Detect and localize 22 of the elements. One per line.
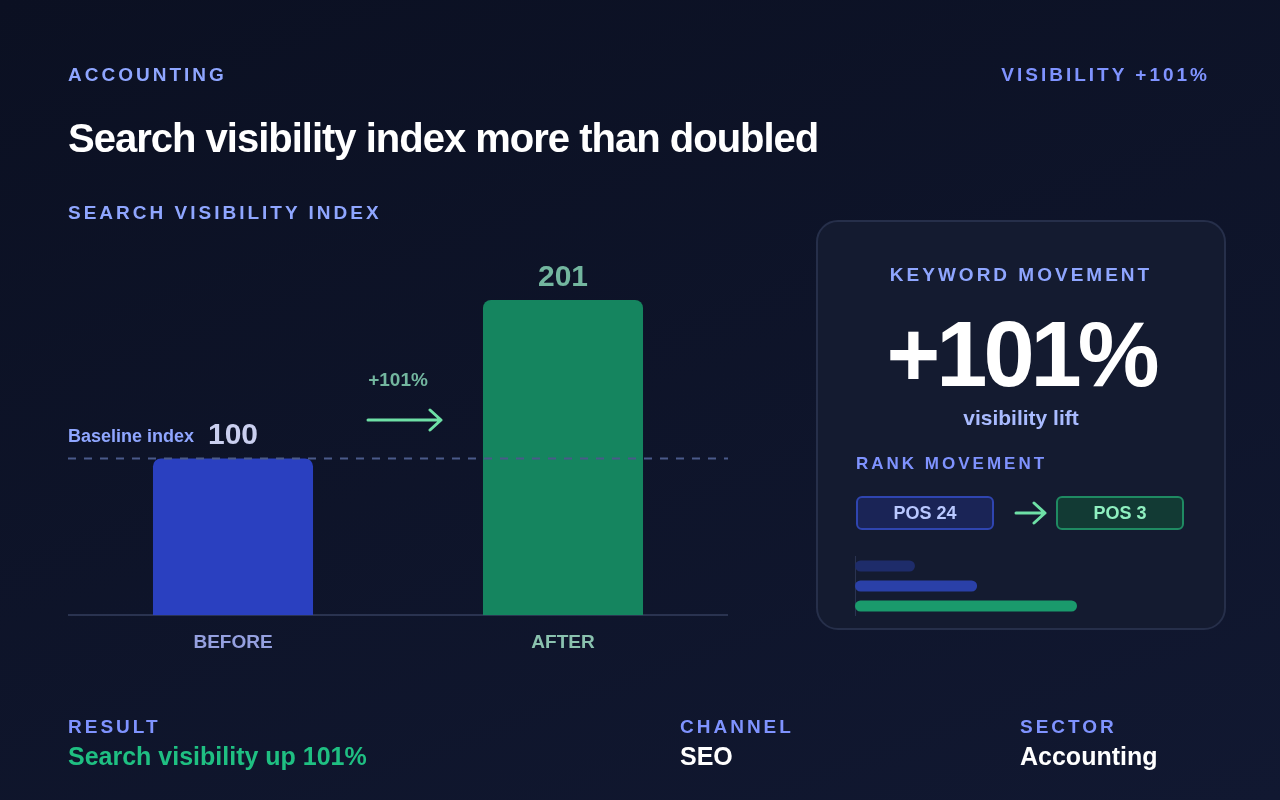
- text: CHANNEL: [680, 716, 794, 738]
- text: VISIBILITY +101%: [1001, 64, 1210, 86]
- ref-line-label: Baseline index: [68, 426, 195, 447]
- text: Search visibility up 101%: [68, 742, 367, 771]
- chart-title: KEYWORD MOVEMENT: [888, 264, 1154, 286]
- text: SEO: [680, 742, 734, 771]
- text: RANK MOVEMENT: [856, 454, 1048, 474]
- data-label: 100: [207, 417, 259, 451]
- annotation: +101%: [368, 369, 428, 391]
- text: POS 24: [856, 496, 994, 530]
- text: +101%: [885, 302, 1158, 407]
- text: RESULT: [68, 716, 162, 738]
- chart-title: Search visibility index more than doubled: [68, 116, 819, 161]
- data-label: 201: [537, 259, 589, 292]
- text: visibility lift: [962, 406, 1080, 430]
- x-tick-label: AFTER: [531, 630, 595, 652]
- chart-subtitle: ACCOUNTING: [68, 64, 227, 86]
- text: POS 3: [1056, 496, 1184, 530]
- y-axis-title: SEARCH VISIBILITY INDEX: [68, 202, 382, 224]
- text: Accounting: [1020, 742, 1158, 771]
- x-tick-label: BEFORE: [193, 630, 273, 652]
- text: SECTOR: [1020, 716, 1118, 738]
